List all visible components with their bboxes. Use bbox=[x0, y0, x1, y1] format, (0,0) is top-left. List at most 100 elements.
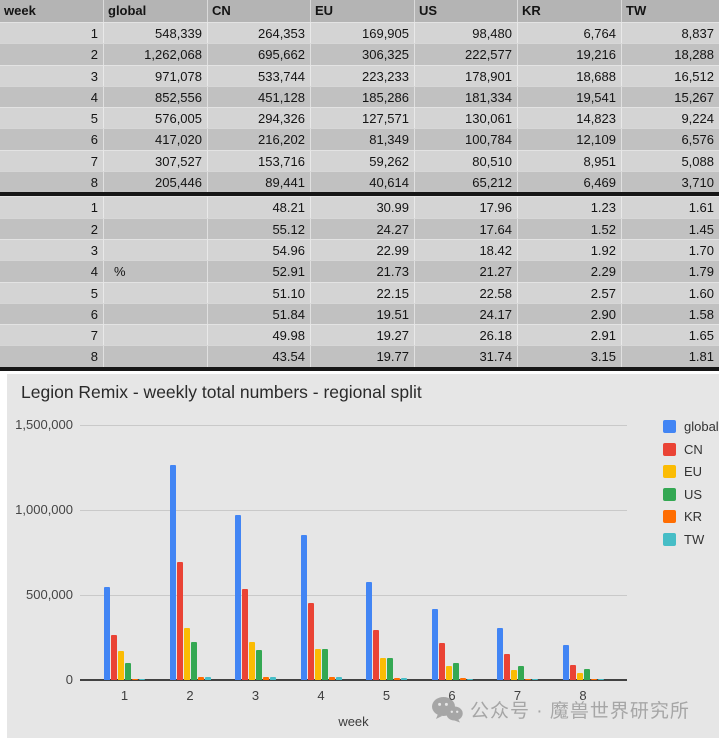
table-cell[interactable]: 181,334 bbox=[414, 85, 517, 108]
table-cell[interactable]: 2.90 bbox=[517, 302, 621, 325]
table-cell[interactable]: 223,233 bbox=[310, 64, 414, 86]
table-cell[interactable]: 1.60 bbox=[621, 281, 719, 303]
table-cell[interactable]: 548,339 bbox=[103, 22, 207, 44]
table-cell[interactable]: 1,262,068 bbox=[103, 43, 207, 65]
table-cell[interactable]: 307,527 bbox=[103, 149, 207, 172]
table-cell[interactable]: 576,005 bbox=[103, 107, 207, 129]
legend-item-EU[interactable]: EU bbox=[663, 465, 719, 478]
table-cell[interactable] bbox=[103, 302, 207, 325]
column-header-global[interactable]: global bbox=[103, 0, 207, 22]
table-cell[interactable]: 2.57 bbox=[517, 281, 621, 303]
table-cell[interactable]: 19.51 bbox=[310, 302, 414, 325]
table-cell[interactable]: 17.64 bbox=[414, 217, 517, 239]
table-cell[interactable]: 14,823 bbox=[517, 107, 621, 129]
column-header-eu[interactable]: EU bbox=[310, 0, 414, 22]
table-cell[interactable]: 2 bbox=[0, 217, 103, 239]
table-cell[interactable]: 153,716 bbox=[207, 149, 310, 172]
table-cell[interactable] bbox=[103, 345, 207, 367]
table-cell[interactable]: 6,764 bbox=[517, 22, 621, 44]
table-cell[interactable]: 1.81 bbox=[621, 345, 719, 367]
table-cell[interactable]: 222,577 bbox=[414, 43, 517, 65]
table-cell[interactable]: 17.96 bbox=[414, 196, 517, 218]
table-cell[interactable]: 24.17 bbox=[414, 302, 517, 325]
legend-item-US[interactable]: US bbox=[663, 487, 719, 501]
table-cell[interactable] bbox=[103, 281, 207, 303]
table-cell[interactable]: 26.18 bbox=[414, 324, 517, 346]
table-cell[interactable]: 3,710 bbox=[621, 171, 719, 193]
table-cell[interactable]: 16,512 bbox=[621, 64, 719, 86]
table-cell[interactable]: 130,061 bbox=[414, 107, 517, 129]
table-cell[interactable]: 5,088 bbox=[621, 149, 719, 172]
table-cell[interactable]: 8,837 bbox=[621, 22, 719, 44]
legend-item-TW[interactable]: TW bbox=[663, 532, 719, 546]
table-cell[interactable]: 49.98 bbox=[207, 324, 310, 346]
table-cell[interactable]: 19.77 bbox=[310, 345, 414, 367]
percent-section-label[interactable]: % bbox=[103, 260, 207, 282]
table-cell[interactable]: 59,262 bbox=[310, 149, 414, 172]
table-cell[interactable]: 1.70 bbox=[621, 238, 719, 261]
table-cell[interactable]: 185,286 bbox=[310, 85, 414, 108]
table-cell[interactable]: 6,576 bbox=[621, 128, 719, 150]
column-header-us[interactable]: US bbox=[414, 0, 517, 22]
table-cell[interactable]: 8 bbox=[0, 171, 103, 192]
table-cell[interactable]: 852,556 bbox=[103, 85, 207, 108]
table-cell[interactable]: 1.52 bbox=[517, 217, 621, 239]
table-cell[interactable]: 1 bbox=[0, 196, 103, 217]
table-cell[interactable]: 1.61 bbox=[621, 196, 719, 218]
table-cell[interactable]: 40,614 bbox=[310, 171, 414, 193]
table-cell[interactable]: 51.10 bbox=[207, 281, 310, 303]
table-cell[interactable]: 6,469 bbox=[517, 171, 621, 193]
table-cell[interactable]: 4 bbox=[0, 260, 103, 281]
column-header-kr[interactable]: KR bbox=[517, 0, 621, 22]
table-cell[interactable]: 5 bbox=[0, 107, 103, 128]
column-header-week[interactable]: week bbox=[4, 3, 36, 18]
legend-item-KR[interactable]: KR bbox=[663, 510, 719, 523]
table-cell[interactable]: 89,441 bbox=[207, 171, 310, 193]
table-cell[interactable]: 3.15 bbox=[517, 345, 621, 367]
table-cell[interactable] bbox=[103, 217, 207, 239]
table-cell[interactable]: 80,510 bbox=[414, 149, 517, 172]
table-cell[interactable]: 451,128 bbox=[207, 85, 310, 108]
table-cell[interactable]: 8 bbox=[0, 345, 103, 366]
table-cell[interactable]: 1.45 bbox=[621, 217, 719, 239]
table-cell[interactable]: 1.79 bbox=[621, 260, 719, 282]
table-cell[interactable]: 6 bbox=[0, 302, 103, 324]
table-cell[interactable]: 12,109 bbox=[517, 128, 621, 150]
table-cell[interactable]: 65,212 bbox=[414, 171, 517, 193]
table-cell[interactable]: 55.12 bbox=[207, 217, 310, 239]
table-cell[interactable]: 19,541 bbox=[517, 85, 621, 108]
table-cell[interactable]: 30.99 bbox=[310, 196, 414, 218]
table-cell[interactable]: 22.15 bbox=[310, 281, 414, 303]
table-cell[interactable]: 15,267 bbox=[621, 85, 719, 108]
table-cell[interactable] bbox=[103, 196, 207, 218]
table-cell[interactable]: 695,662 bbox=[207, 43, 310, 65]
table-cell[interactable]: 52.91 bbox=[207, 260, 310, 282]
table-cell[interactable]: 18,688 bbox=[517, 64, 621, 86]
table-cell[interactable]: 31.74 bbox=[414, 345, 517, 367]
table-cell[interactable]: 48.21 bbox=[207, 196, 310, 218]
column-header-cn[interactable]: CN bbox=[207, 0, 310, 22]
legend-item-CN[interactable]: CN bbox=[663, 442, 719, 456]
table-cell[interactable]: 169,905 bbox=[310, 22, 414, 44]
table-cell[interactable]: 19,216 bbox=[517, 43, 621, 65]
table-cell[interactable]: 21.73 bbox=[310, 260, 414, 282]
table-cell[interactable]: 2.29 bbox=[517, 260, 621, 282]
table-cell[interactable]: 54.96 bbox=[207, 238, 310, 261]
table-cell[interactable]: 51.84 bbox=[207, 302, 310, 325]
column-header-tw[interactable]: TW bbox=[621, 0, 719, 22]
table-cell[interactable]: 9,224 bbox=[621, 107, 719, 129]
table-cell[interactable]: 21.27 bbox=[414, 260, 517, 282]
table-cell[interactable]: 417,020 bbox=[103, 128, 207, 150]
table-cell[interactable]: 18.42 bbox=[414, 238, 517, 261]
table-cell[interactable]: 22.99 bbox=[310, 238, 414, 261]
table-cell[interactable]: 7 bbox=[0, 149, 103, 171]
table-cell[interactable]: 306,325 bbox=[310, 43, 414, 65]
table-cell[interactable]: 98,480 bbox=[414, 22, 517, 44]
table-cell[interactable] bbox=[103, 238, 207, 261]
table-cell[interactable]: 178,901 bbox=[414, 64, 517, 86]
table-cell[interactable]: 264,353 bbox=[207, 22, 310, 44]
table-cell[interactable]: 1.58 bbox=[621, 302, 719, 325]
table-cell[interactable]: 205,446 bbox=[103, 171, 207, 193]
table-cell[interactable]: 1.65 bbox=[621, 324, 719, 346]
legend-item-global[interactable]: global bbox=[663, 420, 719, 433]
